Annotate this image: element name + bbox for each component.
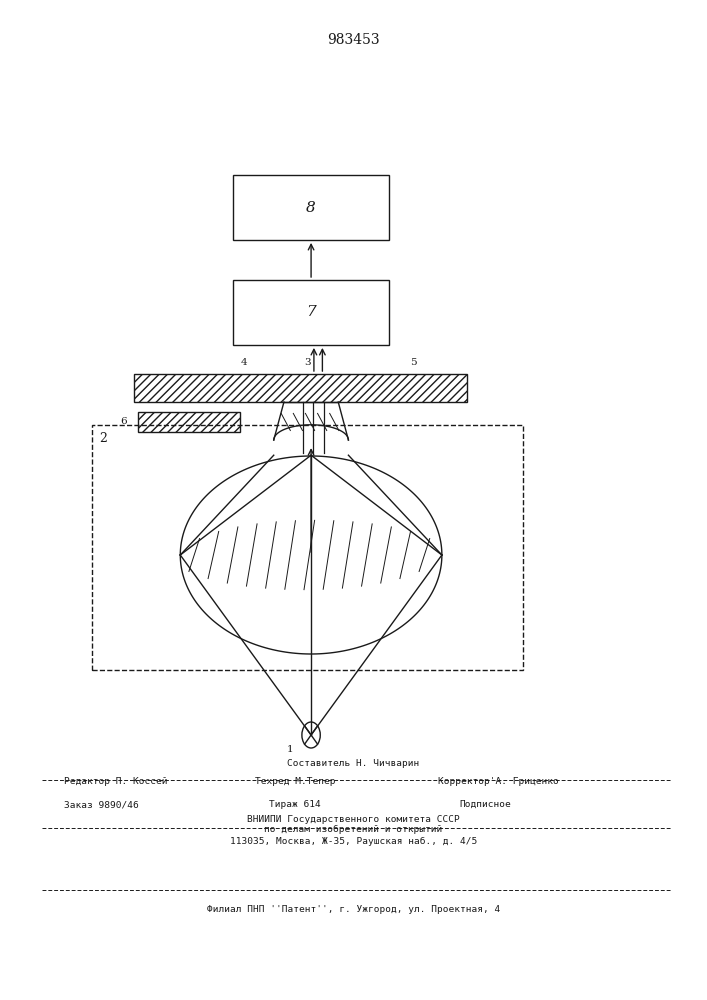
Text: Техред М.Тепер: Техред М.Тепер <box>255 777 335 786</box>
Bar <box>92 425 523 670</box>
Bar <box>233 175 389 240</box>
Text: 4: 4 <box>240 358 247 367</box>
Text: 3: 3 <box>304 358 311 367</box>
Text: 7: 7 <box>306 306 316 320</box>
Text: 113035, Москва, Ж-35, Раушская наб., д. 4/5: 113035, Москва, Ж-35, Раушская наб., д. … <box>230 837 477 846</box>
Text: по делам изобретений и открытий: по делам изобретений и открытий <box>264 825 443 834</box>
Text: 2: 2 <box>99 432 107 445</box>
Text: 1: 1 <box>287 745 293 754</box>
Text: 6: 6 <box>121 418 127 426</box>
Text: 983453: 983453 <box>327 33 380 47</box>
Bar <box>138 412 240 432</box>
Text: 8: 8 <box>306 200 316 215</box>
Text: Подписное: Подписное <box>460 800 511 809</box>
Bar <box>134 374 467 402</box>
Text: Редактор П. Коссей: Редактор П. Коссей <box>64 777 167 786</box>
Text: Корректор'А. Гриценко: Корректор'А. Гриценко <box>438 777 559 786</box>
Text: Тираж 614: Тираж 614 <box>269 800 320 809</box>
Text: Филиал ПНП ''Патент'', г. Ужгород, ул. Проектная, 4: Филиал ПНП ''Патент'', г. Ужгород, ул. П… <box>207 905 500 914</box>
Text: Составитель Н. Чичварин: Составитель Н. Чичварин <box>287 759 420 768</box>
Bar <box>233 280 389 345</box>
Text: 5: 5 <box>410 358 417 367</box>
Text: Заказ 9890/46: Заказ 9890/46 <box>64 800 139 809</box>
Text: ВНИИПИ Государственного комитета СССР: ВНИИПИ Государственного комитета СССР <box>247 815 460 824</box>
